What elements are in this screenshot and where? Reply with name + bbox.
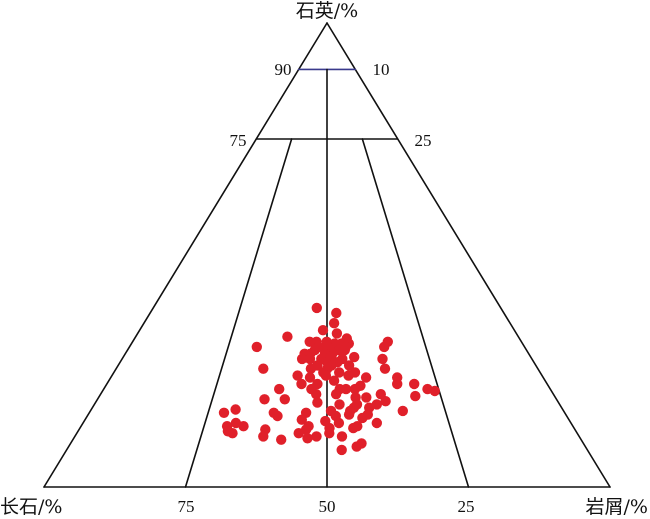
data-point-81 — [230, 404, 241, 415]
data-point-40 — [258, 363, 269, 374]
data-point-2 — [331, 307, 342, 319]
data-point-6 — [282, 331, 293, 342]
data-point-68 — [311, 389, 322, 400]
data-point-47 — [292, 370, 303, 381]
tick-label-base-25: 25 — [458, 497, 475, 516]
apex-label-right: 岩屑/% — [586, 496, 648, 518]
data-point-109 — [227, 428, 238, 439]
data-point-107 — [293, 428, 304, 439]
data-point-3 — [328, 318, 340, 329]
data-point-62 — [340, 383, 352, 395]
ternary-frame — [43, 22, 611, 488]
data-point-112 — [258, 431, 269, 442]
data-point-73 — [259, 394, 270, 405]
data-point-11 — [304, 336, 315, 347]
data-point-49 — [343, 370, 354, 381]
data-point-1 — [311, 302, 322, 314]
data-point-93 — [296, 414, 307, 425]
tick-label-left-75: 75 — [230, 131, 247, 150]
data-point-85 — [218, 407, 230, 418]
data-point-111 — [336, 431, 348, 442]
data-point-114 — [276, 434, 287, 445]
data-point-97 — [371, 417, 382, 429]
data-point-116 — [351, 441, 362, 452]
data-point-5 — [331, 328, 343, 339]
apex-label-top: 石英/% — [296, 0, 358, 22]
data-point-89 — [343, 409, 355, 420]
tick-label-base-50: 50 — [319, 497, 336, 516]
data-point-103 — [348, 422, 359, 434]
data-point-108 — [324, 428, 335, 439]
ratio-line-75 — [184, 138, 293, 488]
data-point-41 — [305, 363, 317, 374]
data-point-76 — [334, 399, 345, 410]
data-point-96 — [333, 417, 345, 429]
triangle-edge-right — [326, 22, 611, 488]
data-point-29 — [349, 351, 360, 363]
apex-label-left: 长石/% — [0, 496, 62, 518]
data-point-65 — [429, 385, 440, 397]
data-point-56 — [392, 378, 403, 390]
data-point-84 — [397, 405, 408, 417]
tick-label-base-75: 75 — [178, 497, 195, 516]
data-point-90 — [272, 410, 283, 422]
data-point-69 — [410, 390, 421, 402]
data-point-59 — [274, 383, 285, 395]
data-point-19 — [379, 341, 390, 353]
data-point-72 — [279, 394, 290, 405]
tick-label-right-10: 10 — [373, 60, 390, 79]
data-point-48 — [320, 370, 332, 381]
triangle-edge-left — [43, 22, 328, 488]
data-point-30 — [377, 353, 388, 365]
data-point-22 — [339, 344, 350, 356]
data-point-45 — [334, 367, 345, 378]
data-point-43 — [379, 363, 391, 374]
data-point-32 — [304, 353, 316, 365]
tick-label-left-90: 90 — [275, 60, 292, 79]
data-point-113 — [302, 433, 313, 444]
data-point-61 — [349, 383, 361, 395]
data-point-74 — [380, 396, 391, 407]
data-point-53 — [328, 375, 340, 386]
data-point-98 — [238, 421, 249, 432]
data-point-110 — [311, 431, 322, 442]
data-point-70 — [361, 392, 372, 403]
tick-label-right-25: 25 — [415, 131, 432, 150]
data-point-75 — [312, 397, 323, 408]
data-point-67 — [330, 389, 342, 400]
data-point-4 — [317, 325, 329, 336]
data-point-55 — [296, 378, 307, 390]
data-points — [218, 302, 440, 456]
data-point-39 — [343, 360, 355, 371]
data-point-52 — [304, 372, 316, 383]
data-point-117 — [336, 444, 347, 456]
ratio-line-25 — [361, 138, 470, 488]
data-point-20 — [251, 341, 262, 353]
data-point-92 — [357, 412, 368, 424]
data-point-50 — [360, 372, 372, 383]
data-point-33 — [296, 353, 308, 365]
data-point-57 — [409, 378, 420, 390]
